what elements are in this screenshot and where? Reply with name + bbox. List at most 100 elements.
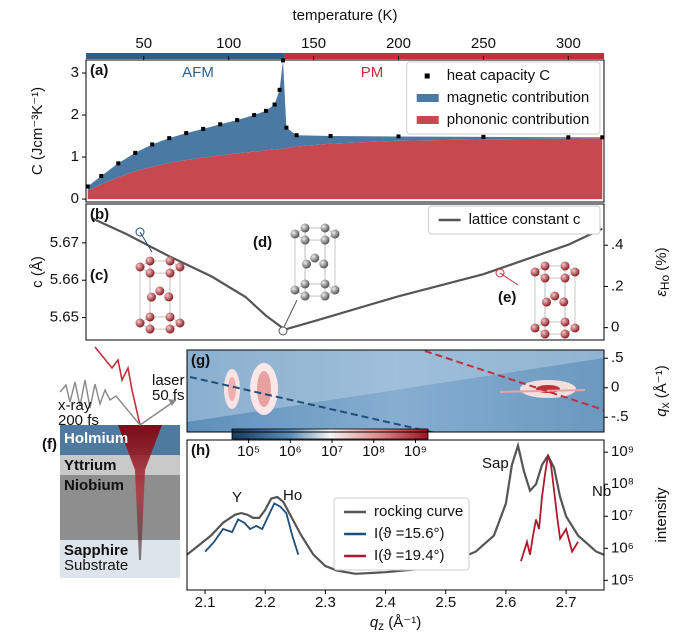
substrate-layer <box>60 540 180 578</box>
data-point <box>218 122 223 127</box>
atom <box>145 324 155 334</box>
data-point <box>85 184 90 189</box>
pointer <box>282 299 298 330</box>
data-point <box>284 125 289 130</box>
legend-box <box>333 497 470 571</box>
axis-label-symbol: q <box>370 614 379 631</box>
atom <box>570 323 580 333</box>
x-tick-label: 2.2 <box>255 594 276 611</box>
atom <box>559 297 569 307</box>
data-point <box>235 118 240 123</box>
phase-bar <box>284 53 604 59</box>
colorbar-tick-label: 10⁸ <box>362 443 385 460</box>
y2-tick-label: 0 <box>611 319 619 336</box>
legend-key <box>416 116 439 124</box>
pointer <box>499 272 519 286</box>
atom <box>540 329 550 339</box>
cut-line <box>424 350 604 411</box>
atom <box>540 273 550 283</box>
map-image <box>187 350 604 432</box>
atom <box>301 259 311 269</box>
legend-box <box>406 61 601 135</box>
data-point <box>600 135 605 140</box>
annotation: (c) <box>90 267 108 284</box>
phase-bar <box>86 53 285 59</box>
y-tick-label: 1 <box>71 148 79 165</box>
legend-label: magnetic contribution <box>447 89 590 106</box>
legend-label: heat capacity C <box>447 67 551 84</box>
laser-label: laser <box>152 372 185 389</box>
layer-label: Yttrium <box>64 457 117 474</box>
point-marker <box>278 326 288 336</box>
plot-frame <box>85 59 605 203</box>
map-band <box>187 350 604 422</box>
atom <box>540 317 550 327</box>
atom <box>320 235 330 245</box>
x-ray-duration: 200 fs <box>58 412 99 429</box>
legend-label: lattice constant c <box>469 211 581 228</box>
atom <box>560 317 570 327</box>
laser-duration: 50 fs <box>152 387 185 404</box>
x-tick-label: 100 <box>216 35 241 52</box>
colorbar-tick-label: 10⁹ <box>404 443 427 460</box>
y-tick-label: 3 <box>71 64 79 81</box>
x-ray-beam <box>59 379 177 426</box>
atom <box>560 329 570 339</box>
plot-frame <box>186 439 605 591</box>
layer-label: Sapphire <box>64 542 128 559</box>
atom <box>146 292 156 302</box>
axis-label-symbol: q <box>653 408 670 417</box>
axis-label-subscript: Ho <box>658 274 672 290</box>
atom <box>530 323 540 333</box>
data-point <box>184 131 189 136</box>
data-point <box>328 134 333 139</box>
atom <box>175 318 185 328</box>
legend-key <box>424 73 430 79</box>
layer-label: Substrate <box>64 557 128 574</box>
axis-label: qx (Å⁻¹) <box>653 365 672 416</box>
atom <box>300 235 310 245</box>
atom <box>320 223 330 233</box>
axis-label-unit: (Å⁻¹) <box>653 365 670 402</box>
data-point <box>133 150 138 155</box>
atom <box>145 268 155 278</box>
plot-frame <box>186 349 605 433</box>
legend-box <box>428 205 601 235</box>
y-tick-label: -.5 <box>611 408 629 425</box>
annotation: Ho <box>283 487 302 504</box>
niobium-layer <box>60 475 180 540</box>
y2-tick-label: .4 <box>611 236 624 253</box>
panel-label: (h) <box>191 442 210 459</box>
atom <box>560 273 570 283</box>
annotation: (e) <box>498 289 516 306</box>
x-tick-label: 2.1 <box>195 594 216 611</box>
phase-label: PM <box>361 64 384 81</box>
map-streak <box>499 389 586 393</box>
y-tick-label: 10⁵ <box>611 571 634 588</box>
atom <box>155 286 165 296</box>
annotation: (d) <box>253 234 272 251</box>
colorbar-tick-label: 10⁶ <box>279 443 302 460</box>
data-point <box>116 161 121 166</box>
y-tick-label: 10⁷ <box>611 507 633 524</box>
y-tick-label: .5 <box>611 349 624 366</box>
y-tick-label: 5.67 <box>50 234 79 251</box>
axis-label-unit: (%) <box>653 247 670 275</box>
atom <box>560 261 570 271</box>
atom <box>550 291 560 301</box>
panel-label: (f) <box>42 436 57 453</box>
map-peak <box>257 371 271 407</box>
map-peak <box>228 377 236 401</box>
atom <box>541 297 551 307</box>
x-tick-label: 2.7 <box>556 594 577 611</box>
cut-line <box>189 376 436 432</box>
y-tick-label: 0 <box>71 190 79 207</box>
atom <box>300 291 310 301</box>
axis-label: C (Jcm⁻³K⁻¹) <box>29 87 46 175</box>
atom <box>165 268 175 278</box>
atom <box>135 318 145 328</box>
x-tick-label: 150 <box>301 35 326 52</box>
axis-label: temperature (K) <box>292 7 397 24</box>
arrow-head <box>168 399 176 406</box>
